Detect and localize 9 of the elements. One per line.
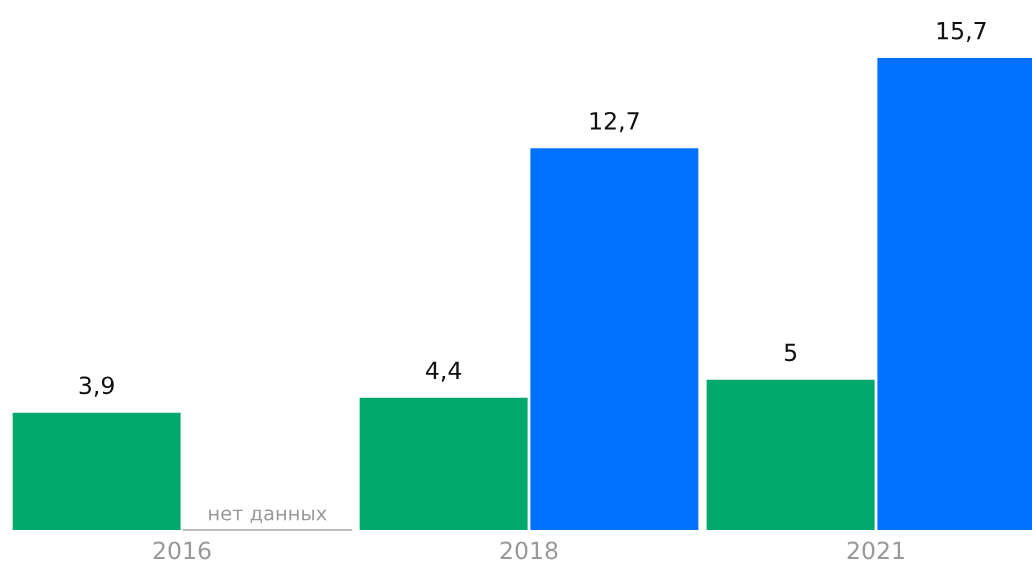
x-tick-label: 2018 [500,541,558,560]
data-label: 12,7 [590,111,639,133]
x-tick-label: 2021 [847,541,904,560]
data-label: 3,9 [79,376,114,397]
annotation: нет данных [209,509,327,523]
data-label: 15,7 [937,22,986,42]
data-label: 4,4 [426,361,462,382]
x-tick-label: 2016 [153,541,211,560]
data-label: 5 [784,343,797,362]
